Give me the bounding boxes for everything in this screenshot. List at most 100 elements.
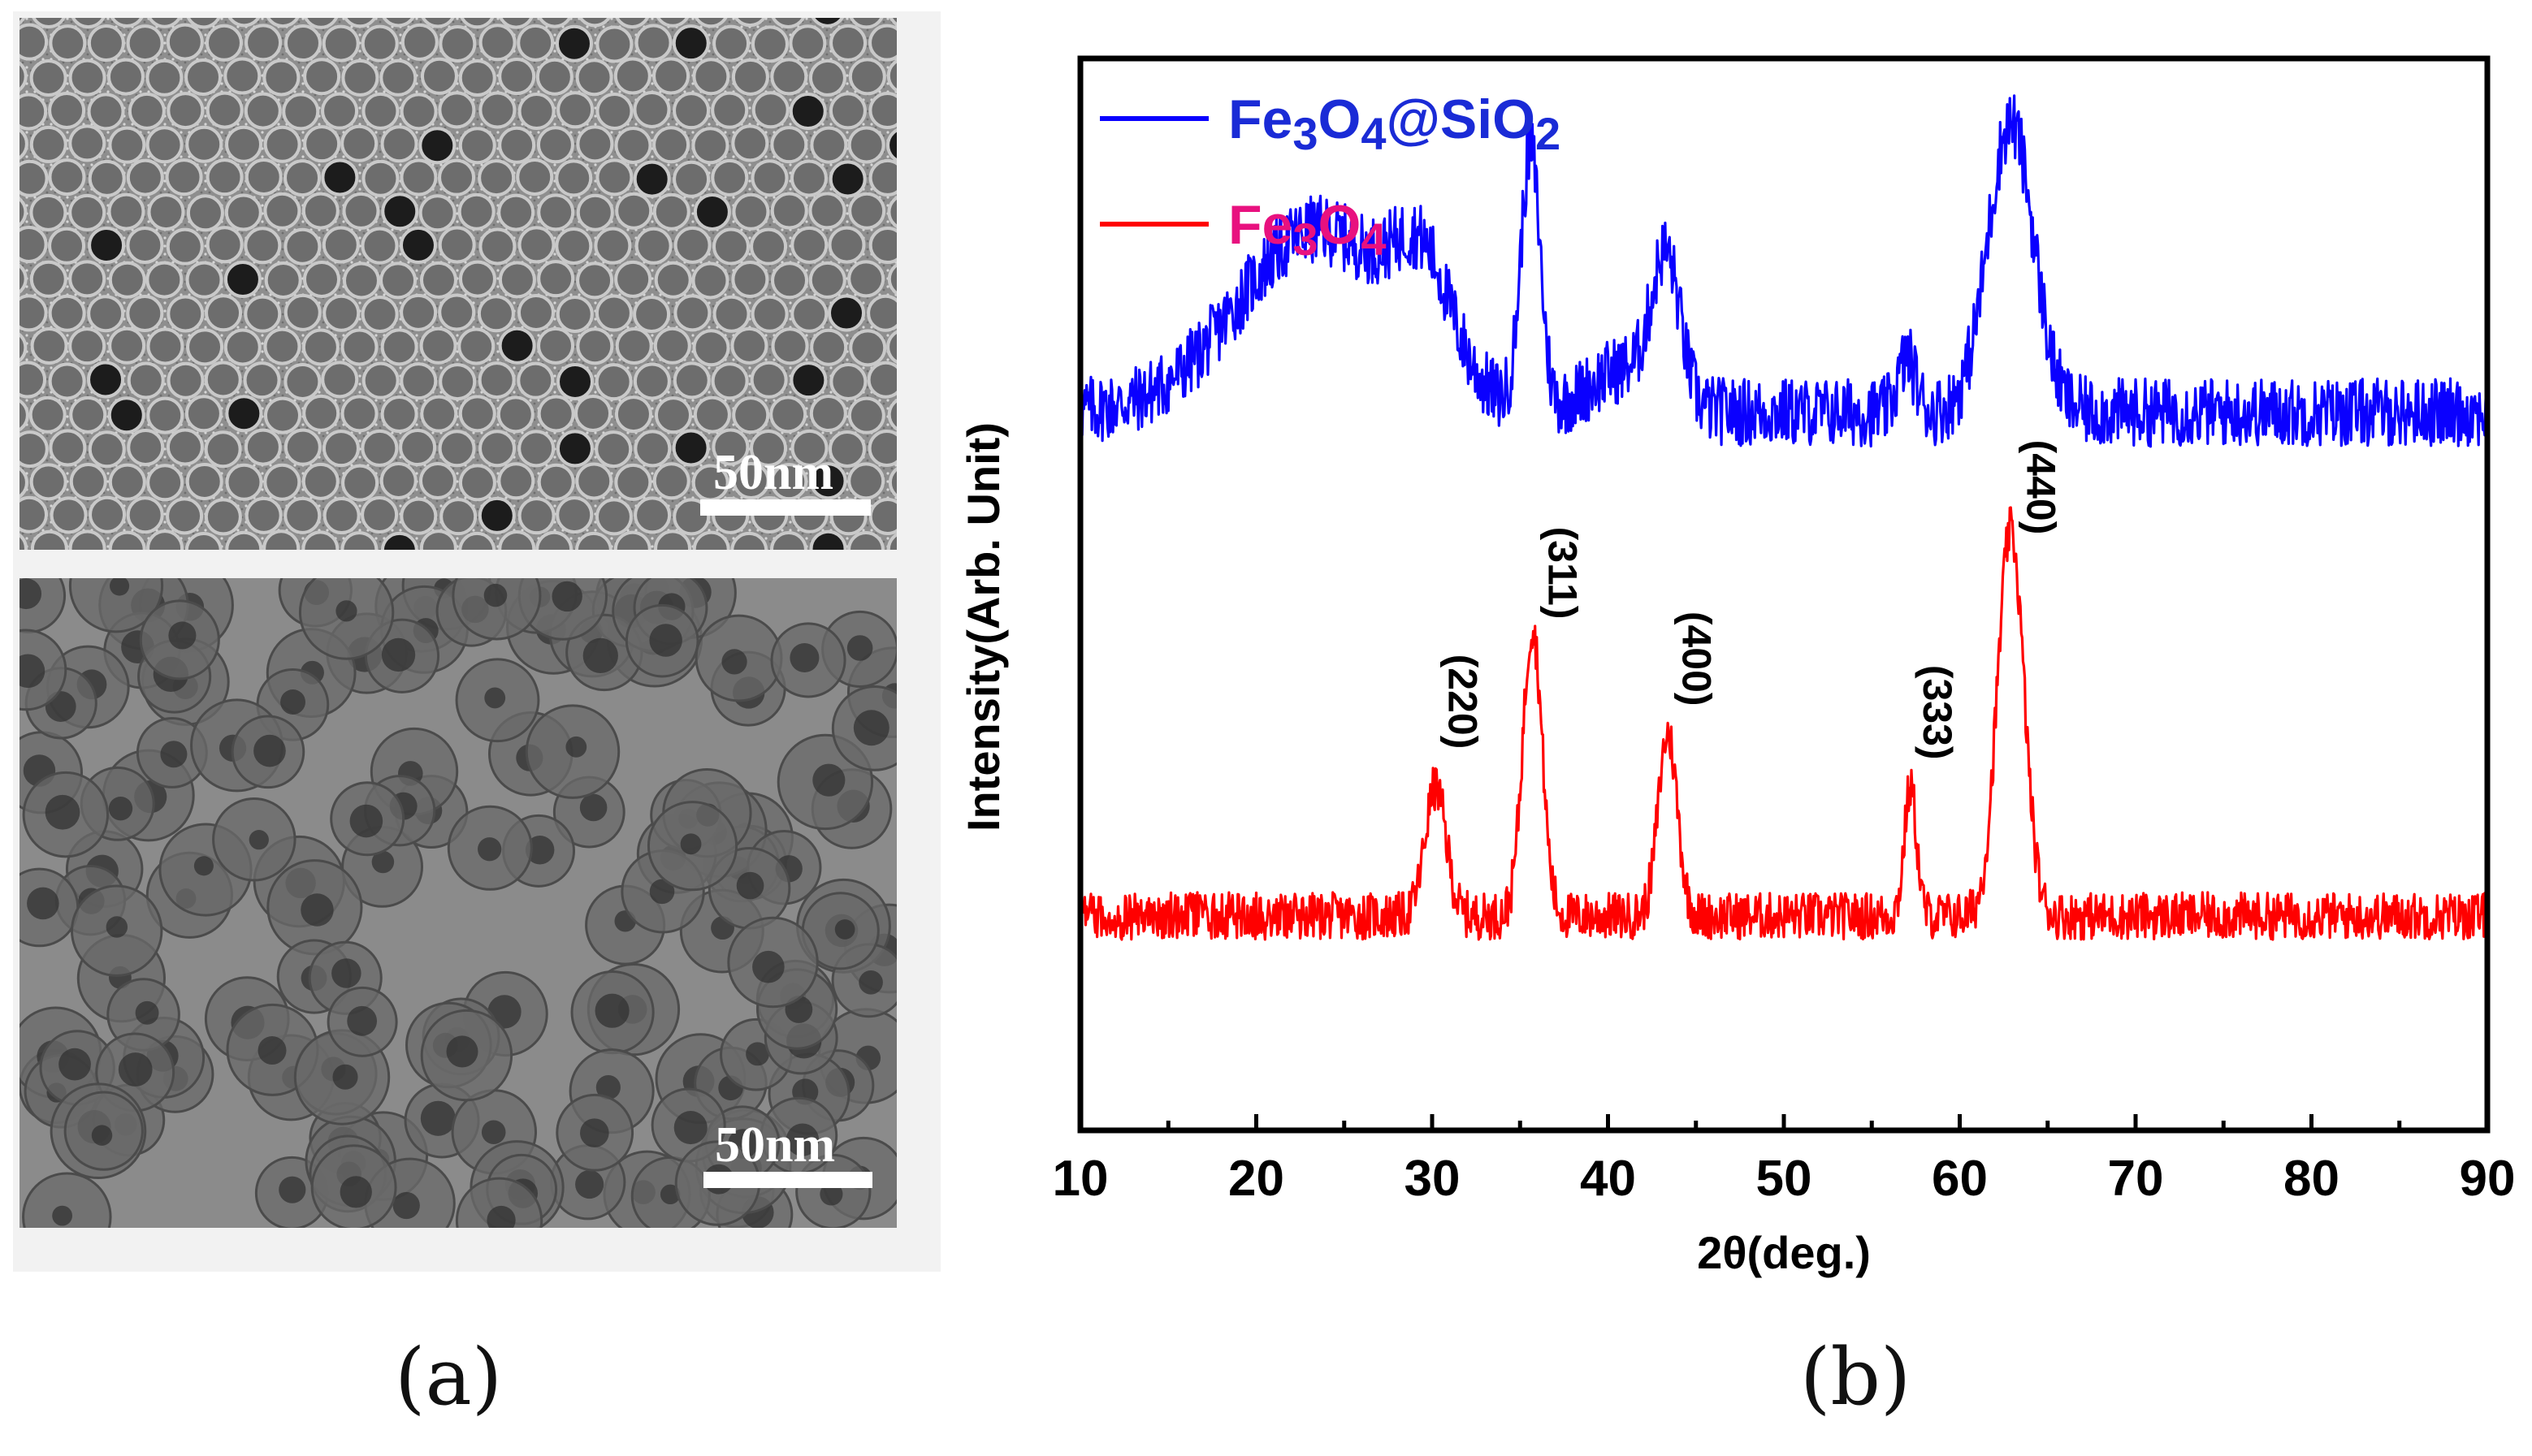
tem-particle <box>87 24 125 63</box>
tem-particle <box>889 18 897 27</box>
tem-particle <box>205 24 243 62</box>
tem-particle <box>537 260 575 298</box>
tem-particle-core <box>45 794 80 830</box>
tem-particle <box>809 395 847 433</box>
tem-particle <box>50 496 88 534</box>
tem-particle <box>574 531 612 550</box>
tem-particle <box>166 23 204 61</box>
tem-particle <box>223 261 262 299</box>
tem-particle-core <box>846 635 873 661</box>
tem-particle <box>517 24 555 62</box>
tem-particle <box>809 462 847 500</box>
tem-particle <box>19 61 28 92</box>
tem-particle <box>185 462 223 500</box>
tem-particle <box>517 361 555 400</box>
tem-particle-core <box>483 583 508 607</box>
tem-particle <box>751 25 789 63</box>
x-tick-label: 30 <box>1405 1151 1461 1207</box>
tem-particle <box>537 395 575 433</box>
tem-particle <box>303 260 341 298</box>
tem-particle <box>68 193 106 231</box>
tem-particle <box>283 159 322 197</box>
tem-particle <box>225 125 263 163</box>
tem-particle <box>19 93 48 131</box>
tem-particle-core <box>52 1205 73 1226</box>
tem-particle <box>673 160 711 198</box>
tem-particle <box>615 192 653 230</box>
tem-particle-core <box>279 1176 306 1203</box>
tem-particle <box>206 91 244 129</box>
tem-particle <box>868 158 897 197</box>
tem-particle-core <box>332 1064 358 1090</box>
tem-particle <box>556 496 594 534</box>
tem-particle <box>653 326 691 365</box>
tem-particle <box>48 91 86 129</box>
tem-particle-core <box>19 654 45 689</box>
x-tick-label: 80 <box>2283 1151 2339 1207</box>
tem-particle <box>340 531 379 550</box>
tem-particle-core <box>331 958 361 988</box>
tem-particle <box>886 128 897 162</box>
tem-particle <box>146 396 184 434</box>
tem-particle <box>379 58 418 97</box>
tem-particle <box>847 530 885 550</box>
tem-particle <box>694 18 728 28</box>
tem-particle <box>184 395 223 433</box>
tem-particle <box>458 59 496 97</box>
tem-particle <box>499 18 534 29</box>
tem-particle <box>185 261 223 299</box>
tem-particle <box>691 127 729 165</box>
tem-particle <box>322 24 360 63</box>
tem-particle <box>849 329 887 367</box>
tem-particle <box>165 158 203 197</box>
tem-particle-core <box>649 879 675 905</box>
tem-particle-core <box>91 1125 113 1146</box>
tem-particle <box>225 463 263 501</box>
peak-label: (311) <box>1540 527 1586 620</box>
tem-particle <box>790 295 829 333</box>
tem-particle <box>595 25 634 63</box>
tem-particle <box>205 294 243 332</box>
tem-particle <box>536 126 574 164</box>
tem-particle-core <box>834 919 855 940</box>
tem-particle-core <box>525 835 555 865</box>
tem-particle <box>673 294 712 332</box>
tem-particle <box>379 261 418 300</box>
tem-particle <box>633 90 671 128</box>
tem-particle <box>399 226 437 264</box>
tem-particle <box>439 363 477 401</box>
tem-particle-core <box>853 710 889 746</box>
tem-particle <box>656 18 690 28</box>
tem-particle <box>711 362 749 400</box>
tem-particle <box>87 295 125 333</box>
tem-particle <box>225 395 263 433</box>
tem-particle <box>731 58 769 96</box>
tem-particle <box>771 18 806 28</box>
tem-particle <box>556 91 595 129</box>
tem-particle <box>419 326 457 365</box>
tem-particle <box>712 428 750 466</box>
tem-particle <box>19 294 48 332</box>
tem-particle <box>204 361 242 399</box>
tem-particle <box>108 463 146 501</box>
tem-particle <box>478 159 516 197</box>
tem-particle-core <box>349 804 383 838</box>
tem-particle-core <box>392 1191 420 1220</box>
x-axis-title: 2θ(deg.) <box>1697 1227 1871 1278</box>
tem-particle <box>28 395 67 434</box>
tem-particle-core <box>381 637 416 672</box>
tem-particle <box>809 529 847 550</box>
tem-particle <box>811 18 844 28</box>
tem-particle <box>769 530 807 550</box>
x-tick-label: 10 <box>1053 1151 1109 1207</box>
tem-particle <box>380 125 418 163</box>
tem-particle-shell <box>68 578 164 633</box>
tem-particle-core <box>582 637 618 674</box>
tem-particle <box>672 429 710 467</box>
tem-particle <box>595 363 633 401</box>
tem-particle <box>167 361 205 400</box>
tem-particle <box>419 529 457 550</box>
tem-particle <box>166 497 204 535</box>
tem-particle <box>400 23 439 61</box>
